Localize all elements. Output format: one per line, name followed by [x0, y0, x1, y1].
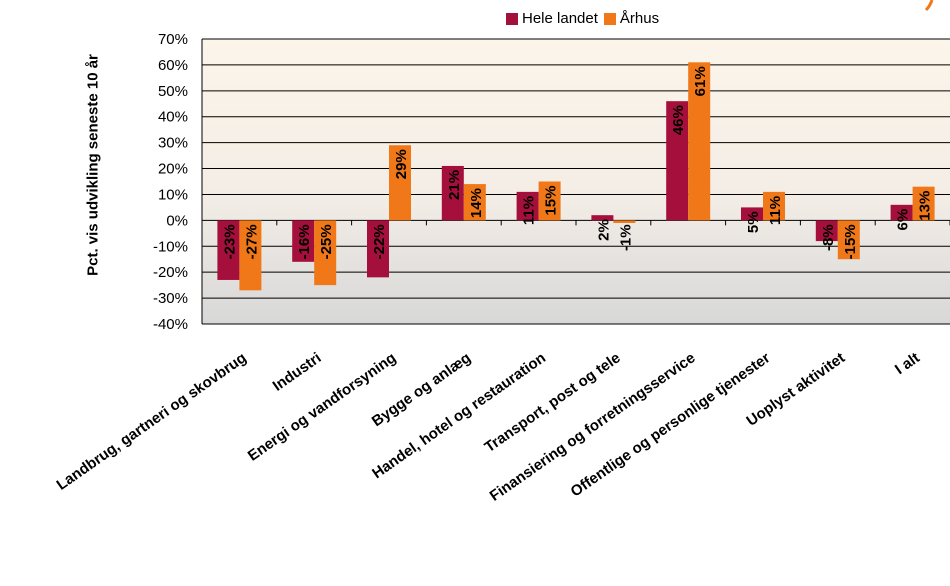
legend: Hele landet Århus: [506, 10, 665, 27]
data-label: -1%: [617, 224, 634, 251]
bar: [912, 186, 935, 221]
bar: [837, 220, 860, 260]
data-label: -27%: [243, 224, 260, 259]
data-label: -16%: [296, 224, 313, 259]
bar: [441, 165, 464, 221]
bar: [763, 191, 785, 221]
y-tick-label: 30%: [158, 135, 188, 152]
x-tick-label: Energi og vandforsyning: [245, 349, 399, 464]
x-tick-label: Industri: [270, 349, 325, 394]
data-label: -23%: [221, 224, 238, 259]
data-label: 46%: [670, 105, 687, 135]
legend-item-aarhus: Århus: [603, 10, 660, 27]
bar: [666, 101, 689, 221]
y-tick-label: 50%: [158, 83, 188, 100]
y-tick-label: -20%: [153, 264, 188, 281]
y-tick-label: -40%: [153, 316, 188, 333]
data-label: 6%: [895, 209, 912, 231]
data-label: -22%: [371, 224, 388, 259]
bar: [538, 181, 561, 221]
y-tick-label: 10%: [158, 186, 188, 203]
bar: [367, 220, 389, 278]
legend-label-aarhus: Århus: [619, 10, 660, 27]
bar: [688, 62, 711, 221]
data-label: 29%: [393, 149, 410, 179]
bar: [239, 220, 262, 291]
bar: [815, 220, 838, 242]
y-tick-label: 70%: [158, 31, 188, 48]
data-label: 13%: [917, 191, 934, 221]
x-tick-label: Landbrug, gartneri og skovbrug: [54, 349, 250, 493]
data-label: 11%: [521, 196, 538, 225]
bar: [463, 184, 486, 221]
bar: [741, 207, 763, 221]
legend-swatch-hele-landet: [506, 12, 518, 25]
data-label: -25%: [318, 224, 335, 259]
data-label: 2%: [595, 219, 612, 241]
bar: [389, 145, 411, 221]
x-tick-label: I alt: [892, 349, 923, 378]
bar: [613, 220, 636, 223]
y-tick-label: -10%: [153, 238, 188, 255]
data-label: 14%: [468, 188, 485, 218]
x-tick-label: Transport, post og tele: [481, 349, 623, 456]
data-label: 61%: [692, 66, 709, 96]
y-tick-label: 40%: [158, 109, 188, 126]
legend-item-hele-landet: Hele landet: [506, 10, 598, 27]
data-label: 11%: [767, 196, 784, 225]
y-tick-label: 0%: [166, 212, 188, 229]
data-label: -8%: [820, 224, 837, 251]
bar: [314, 220, 337, 286]
y-tick-label: 20%: [158, 161, 188, 178]
bar: [292, 220, 315, 262]
bar: [890, 204, 913, 221]
bar: [217, 220, 240, 280]
legend-swatch-aarhus: [603, 12, 616, 25]
bar: [516, 191, 539, 221]
data-label: 21%: [446, 170, 463, 200]
bar: [591, 215, 614, 221]
data-label: -15%: [842, 224, 859, 259]
corner-decoration: [924, 0, 934, 12]
legend-label-hele-landet: Hele landet: [522, 10, 598, 27]
y-tick-label: -30%: [153, 290, 188, 307]
data-label: 5%: [745, 211, 762, 233]
y-tick-label: 60%: [158, 57, 188, 74]
data-label: 15%: [543, 186, 560, 216]
